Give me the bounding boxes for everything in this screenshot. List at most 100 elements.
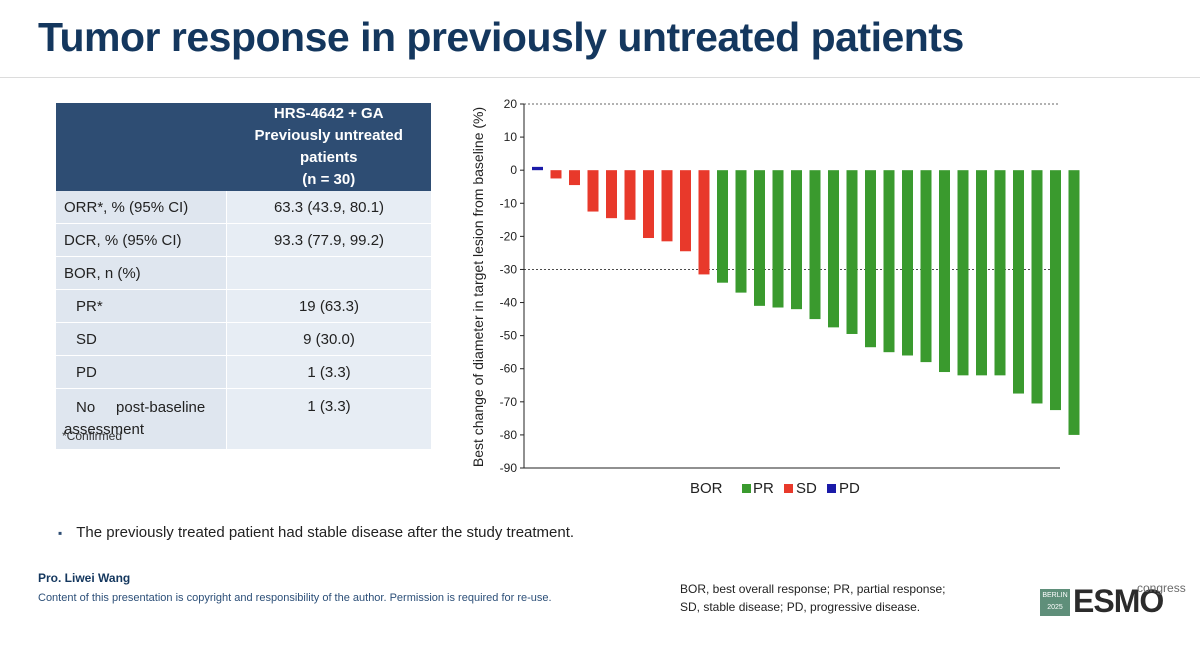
abbrev-line: SD, stable disease; PD, progressive dise… [680, 600, 921, 614]
legend-sd-swatch [784, 484, 793, 493]
bar-pr [1013, 170, 1024, 394]
abbreviations: BOR, best overall response; PR, partial … [680, 580, 970, 616]
header-line: Previously untreated patients [254, 127, 403, 166]
table-row: PR* 19 (63.3) [56, 289, 431, 323]
bar-sd [569, 170, 580, 186]
bar-pr [1068, 170, 1080, 435]
abbrev-line: BOR, best overall response; PR, partial … [680, 582, 946, 596]
bar-pr [976, 170, 987, 376]
esmo-logo: BERLIN 2025 ESMO congress [1040, 581, 1190, 621]
y-tick-label: -30 [500, 262, 518, 276]
waterfall-chart: 20 10 0 -10 -20 -30 -40 -50 -60 -70 -80 -90 Best ch… [470, 97, 1080, 497]
bar-pr [939, 170, 950, 373]
header-line: HRS-4642 + GA [273, 105, 384, 122]
row-label-no-assessment: No post-baseline assessment [56, 388, 227, 450]
bar-sd [550, 170, 562, 179]
logo-year: 2025 [1047, 604, 1063, 611]
row-value-dcr: 93.3 (77.9, 99.2) [226, 223, 431, 257]
row-value-bor [226, 256, 431, 290]
bar-pr [865, 170, 876, 348]
row-label-pd: PD [56, 355, 227, 389]
slide-title: Tumor response in previously untreated p… [38, 14, 964, 60]
bar-pr [809, 170, 821, 320]
bar-sd [624, 170, 636, 220]
legend-pd-label: PD [839, 480, 860, 497]
legend-pr-label: PR [753, 480, 774, 497]
y-axis-label: Best change of diameter in target lesion… [470, 107, 486, 467]
y-tick-label: -80 [500, 428, 518, 442]
logo-city-box: BERLIN 2025 [1040, 589, 1070, 616]
row-label-orr: ORR*, % (95% CI) [56, 191, 227, 224]
table-header-row: HRS-4642 + GA Previously untreated patie… [56, 103, 431, 191]
logo-name: ESMO [1073, 583, 1164, 619]
bar-pr [846, 170, 858, 334]
bar-sd [587, 170, 599, 212]
row-label-pr: PR* [56, 289, 227, 323]
bar-pr [717, 170, 728, 283]
legend-pr-swatch [742, 484, 751, 493]
table-row: SD 9 (30.0) [56, 322, 431, 356]
row-value-pd: 1 (3.3) [226, 355, 431, 389]
response-table: HRS-4642 + GA Previously untreated patie… [56, 103, 431, 450]
bar-pr [957, 170, 969, 376]
row-value-orr: 63.3 (43.9, 80.1) [226, 191, 431, 224]
table-row: PD 1 (3.3) [56, 355, 431, 389]
row-value-no-assessment: 1 (3.3) [226, 388, 431, 450]
copyright-notice: Content of this presentation is copyrigh… [38, 592, 552, 604]
bar-sd [680, 170, 691, 252]
table-header-blank [56, 103, 227, 191]
legend-sd-label: SD [796, 480, 817, 497]
y-tick-label: 0 [510, 163, 517, 177]
bar-pr [735, 170, 747, 293]
y-tick-label: -10 [500, 196, 518, 210]
bar-pr [791, 170, 802, 310]
bar-pr [920, 170, 932, 363]
bar-pr [754, 170, 765, 306]
table-row: DCR, % (95% CI) 93.3 (77.9, 99.2) [56, 223, 431, 257]
bar-pr [994, 170, 1006, 376]
table-row: No post-baseline assessment 1 (3.3) [56, 388, 431, 450]
bar-pr [1050, 170, 1061, 411]
row-value-sd: 9 (30.0) [226, 322, 431, 356]
bar-pr [772, 170, 784, 308]
bullet-point: ▪ The previously treated patient had stab… [58, 524, 574, 541]
bar-pr [1031, 170, 1043, 404]
y-tick-label: -70 [500, 395, 518, 409]
bar-sd [661, 170, 673, 242]
title-divider [0, 77, 1200, 78]
bullet-text: The previously treated patient had stabl… [76, 524, 575, 541]
bar-sd [643, 170, 654, 239]
y-tick-label: 10 [504, 130, 518, 144]
y-tick-label: -20 [500, 229, 518, 243]
legend-title: BOR [690, 480, 723, 497]
table-row: BOR, n (%) [56, 256, 431, 290]
bar-pd [532, 166, 543, 171]
row-value-pr: 19 (63.3) [226, 289, 431, 323]
bar-pr [828, 170, 839, 328]
bar-sd [606, 170, 617, 219]
y-tick-label: -50 [500, 329, 518, 343]
row-label-sd: SD [56, 322, 227, 356]
table-header-cell: HRS-4642 + GA Previously untreated patie… [226, 103, 431, 191]
legend-pd-swatch [827, 484, 836, 493]
logo-suffix: congress [1137, 581, 1186, 595]
table-row: ORR*, % (95% CI) 63.3 (43.9, 80.1) [56, 191, 431, 224]
y-tick-label: 20 [504, 97, 518, 111]
table-footnote: *Confirmed [62, 429, 123, 443]
bullet-dot-icon: ▪ [58, 526, 63, 540]
label-line: assessment [64, 421, 145, 438]
label-line: No post-baseline [76, 399, 206, 416]
presenter-name: Pro. Liwei Wang [38, 571, 131, 585]
y-tick-label: -60 [500, 362, 518, 376]
bar-pr [902, 170, 913, 356]
row-label-dcr: DCR, % (95% CI) [56, 223, 227, 257]
bar-sd [698, 170, 710, 275]
chart-legend: BOR PR SD PD [690, 480, 860, 497]
y-tick-label: -40 [500, 296, 518, 310]
logo-city: BERLIN [1042, 592, 1068, 599]
chart-layer: 20 10 0 -10 -20 -30 -40 -50 -60 -70 -80 -90 [500, 97, 1080, 475]
header-line: (n = 30) [302, 171, 356, 188]
row-label-bor: BOR, n (%) [56, 256, 227, 290]
bar-pr [883, 170, 895, 353]
y-tick-label: -90 [500, 461, 518, 475]
